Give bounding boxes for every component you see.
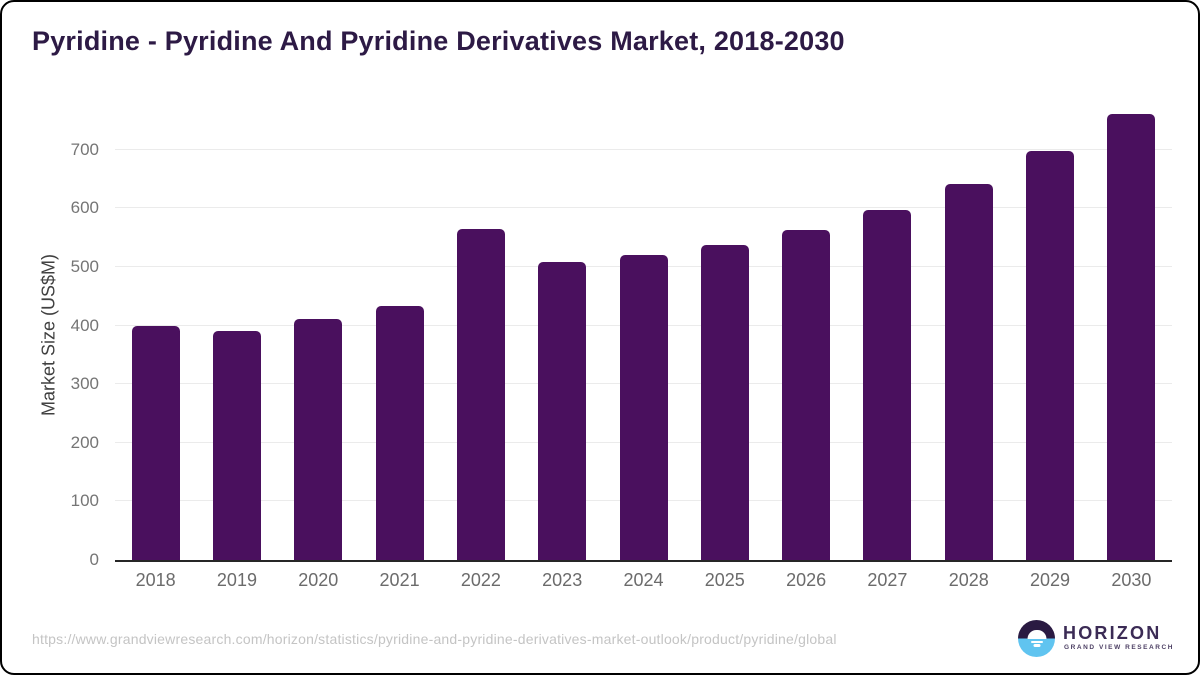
gridline-700 xyxy=(115,148,1172,150)
x-tick-label-2019: 2019 xyxy=(216,570,257,590)
x-tick-label-2028: 2028 xyxy=(948,570,989,590)
x-tick-label-2027: 2027 xyxy=(867,570,908,590)
bar-2029[interactable] xyxy=(1026,151,1075,560)
x-tick-label-2022: 2022 xyxy=(460,570,501,590)
source-url: https://www.grandviewresearch.com/horizo… xyxy=(32,631,837,647)
bar-2028[interactable] xyxy=(944,184,993,560)
y-tick-label-300: 300 xyxy=(70,374,99,394)
bar-2027[interactable] xyxy=(863,209,912,560)
logo-name: HORIZON xyxy=(1063,623,1162,643)
y-tick-label-0: 0 xyxy=(89,550,99,569)
horizon-sun-icon xyxy=(1018,620,1055,657)
x-tick-label-2018: 2018 xyxy=(135,570,176,590)
bar-2025[interactable] xyxy=(700,244,749,560)
y-tick-label-200: 200 xyxy=(70,432,99,452)
x-tick-label-2023: 2023 xyxy=(542,570,583,590)
x-tick-label-2029: 2029 xyxy=(1030,570,1071,590)
x-axis-line xyxy=(115,560,1172,562)
x-axis-tick-labels: 2018 2019 2020 2021 2022 2023 2024 2025 2026 2027… xyxy=(115,570,1172,596)
x-tick-label-2021: 2021 xyxy=(379,570,420,590)
y-tick-label-700: 700 xyxy=(70,139,99,159)
x-tick-label-2026: 2026 xyxy=(786,570,827,590)
bar-2026[interactable] xyxy=(782,230,831,560)
gridline-600 xyxy=(115,207,1172,209)
bar-2019[interactable] xyxy=(212,330,261,560)
plot-area xyxy=(115,110,1172,562)
x-tick-label-2020: 2020 xyxy=(298,570,339,590)
y-tick-label-400: 400 xyxy=(70,315,99,335)
bar-2022[interactable] xyxy=(456,228,505,560)
bar-2024[interactable] xyxy=(619,255,668,560)
logo-subtitle: GRAND VIEW RESEARCH xyxy=(1064,644,1174,651)
bar-2021[interactable] xyxy=(375,305,424,560)
bar-2030[interactable] xyxy=(1107,114,1156,560)
x-tick-label-2024: 2024 xyxy=(623,570,664,590)
x-tick-label-2030: 2030 xyxy=(1111,570,1152,590)
brand-logo: HORIZON GRAND VIEW RESEARCH xyxy=(1018,620,1178,660)
bar-2023[interactable] xyxy=(538,261,587,560)
y-tick-label-600: 600 xyxy=(70,198,99,218)
y-tick-label-100: 100 xyxy=(70,491,99,511)
y-axis-tick-labels: 0 100 200 300 400 500 600 700 xyxy=(2,110,99,569)
x-tick-label-2025: 2025 xyxy=(704,570,745,590)
bar-2018[interactable] xyxy=(131,325,180,560)
chart-title: Pyridine - Pyridine And Pyridine Derivat… xyxy=(32,26,845,56)
y-tick-label-500: 500 xyxy=(70,257,99,277)
bar-2020[interactable] xyxy=(294,318,343,560)
